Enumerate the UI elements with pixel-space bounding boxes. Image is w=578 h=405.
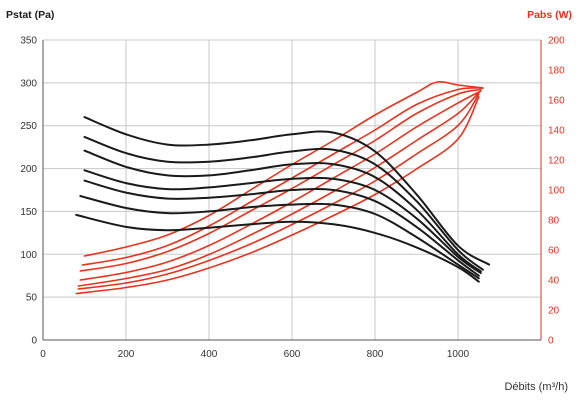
y-left-tick-label: 350 — [20, 36, 37, 47]
power-curve — [75, 96, 480, 295]
pressure-curve — [83, 179, 480, 277]
y-right-tick-label: 120 — [548, 156, 565, 167]
y-right-tick-label: 40 — [548, 276, 560, 287]
y-axis-right-label: Pabs (W) — [527, 9, 572, 21]
y-left-tick-label: 200 — [20, 164, 37, 175]
y-left-tick-label: 100 — [20, 250, 37, 261]
power-curve — [79, 88, 482, 272]
power-curve — [83, 80, 484, 257]
pressure-curve — [83, 149, 482, 273]
power-curve — [77, 91, 480, 287]
y-right-tick-label: 100 — [548, 186, 565, 197]
x-tick-label: 0 — [40, 349, 46, 360]
y-right-tick-label: 140 — [548, 126, 565, 137]
y-left-tick-label: 250 — [20, 121, 37, 132]
y-right-tick-label: 20 — [548, 306, 560, 317]
y-right-tick-label: 0 — [548, 336, 554, 347]
x-axis-label: Débits (m³/h) — [504, 381, 568, 393]
pressure-curve — [79, 195, 480, 280]
x-tick-label: 400 — [201, 349, 218, 360]
y-right-tick-label: 160 — [548, 96, 565, 107]
y-right-tick-label: 60 — [548, 246, 560, 257]
x-tick-label: 600 — [284, 349, 301, 360]
pressure-curve — [83, 169, 482, 275]
series — [75, 80, 491, 295]
y-left-tick-label: 150 — [20, 207, 37, 218]
tick-labels: 0 200 400 600 800 1000 0 50 100 150 200 250 300 350 0 2… — [20, 36, 565, 361]
pressure-curve — [83, 135, 484, 271]
y-right-tick-label: 80 — [548, 216, 560, 227]
y-right-tick-label: 200 — [548, 36, 565, 47]
y-right-tick-label: 180 — [548, 66, 565, 77]
y-left-tick-label: 50 — [26, 293, 38, 304]
axes — [42, 40, 542, 341]
pressure-curve — [75, 213, 480, 283]
x-tick-label: 800 — [367, 349, 384, 360]
power-curve — [77, 93, 480, 290]
power-curve — [79, 90, 482, 281]
y-left-tick-label: 0 — [31, 336, 37, 347]
y-axis-left-label: Pstat (Pa) — [6, 9, 54, 21]
x-tick-label: 1000 — [447, 349, 470, 360]
y-left-tick-label: 300 — [20, 78, 37, 89]
x-tick-label: 200 — [118, 349, 135, 360]
pressure-curve — [83, 116, 491, 266]
